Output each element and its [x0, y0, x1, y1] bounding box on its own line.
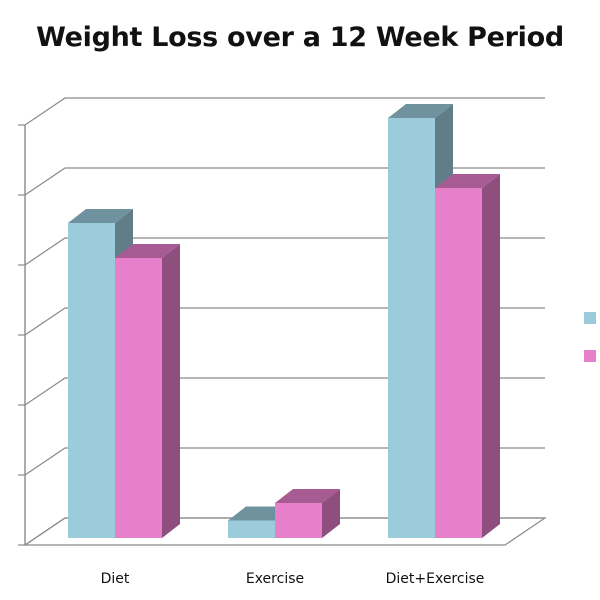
bar-side	[482, 174, 500, 538]
gridline	[24, 517, 545, 546]
bar	[68, 223, 115, 538]
legend-swatch	[584, 312, 596, 324]
bar-top	[435, 174, 500, 188]
bar	[228, 520, 275, 538]
gridline	[24, 237, 545, 266]
legend-swatch	[584, 350, 596, 362]
bar-top	[68, 209, 133, 223]
bar	[388, 118, 435, 538]
bar-side	[322, 489, 340, 538]
x-tick-label: Diet+Exercise	[386, 571, 485, 587]
gridline	[24, 97, 545, 126]
gridline	[24, 447, 545, 476]
gridline	[24, 307, 545, 336]
bar-side	[162, 244, 180, 538]
gridline	[24, 377, 545, 406]
chart-title: Weight Loss over a 12 Week Period	[36, 22, 564, 53]
bar	[275, 503, 322, 538]
bar-top	[388, 104, 453, 118]
bar-top	[115, 244, 180, 258]
gridline	[24, 167, 545, 196]
bar	[435, 188, 482, 538]
bar	[115, 258, 162, 538]
x-tick-label: Exercise	[246, 571, 304, 587]
x-tick-label: Diet	[101, 571, 130, 587]
bar-top	[275, 489, 340, 503]
